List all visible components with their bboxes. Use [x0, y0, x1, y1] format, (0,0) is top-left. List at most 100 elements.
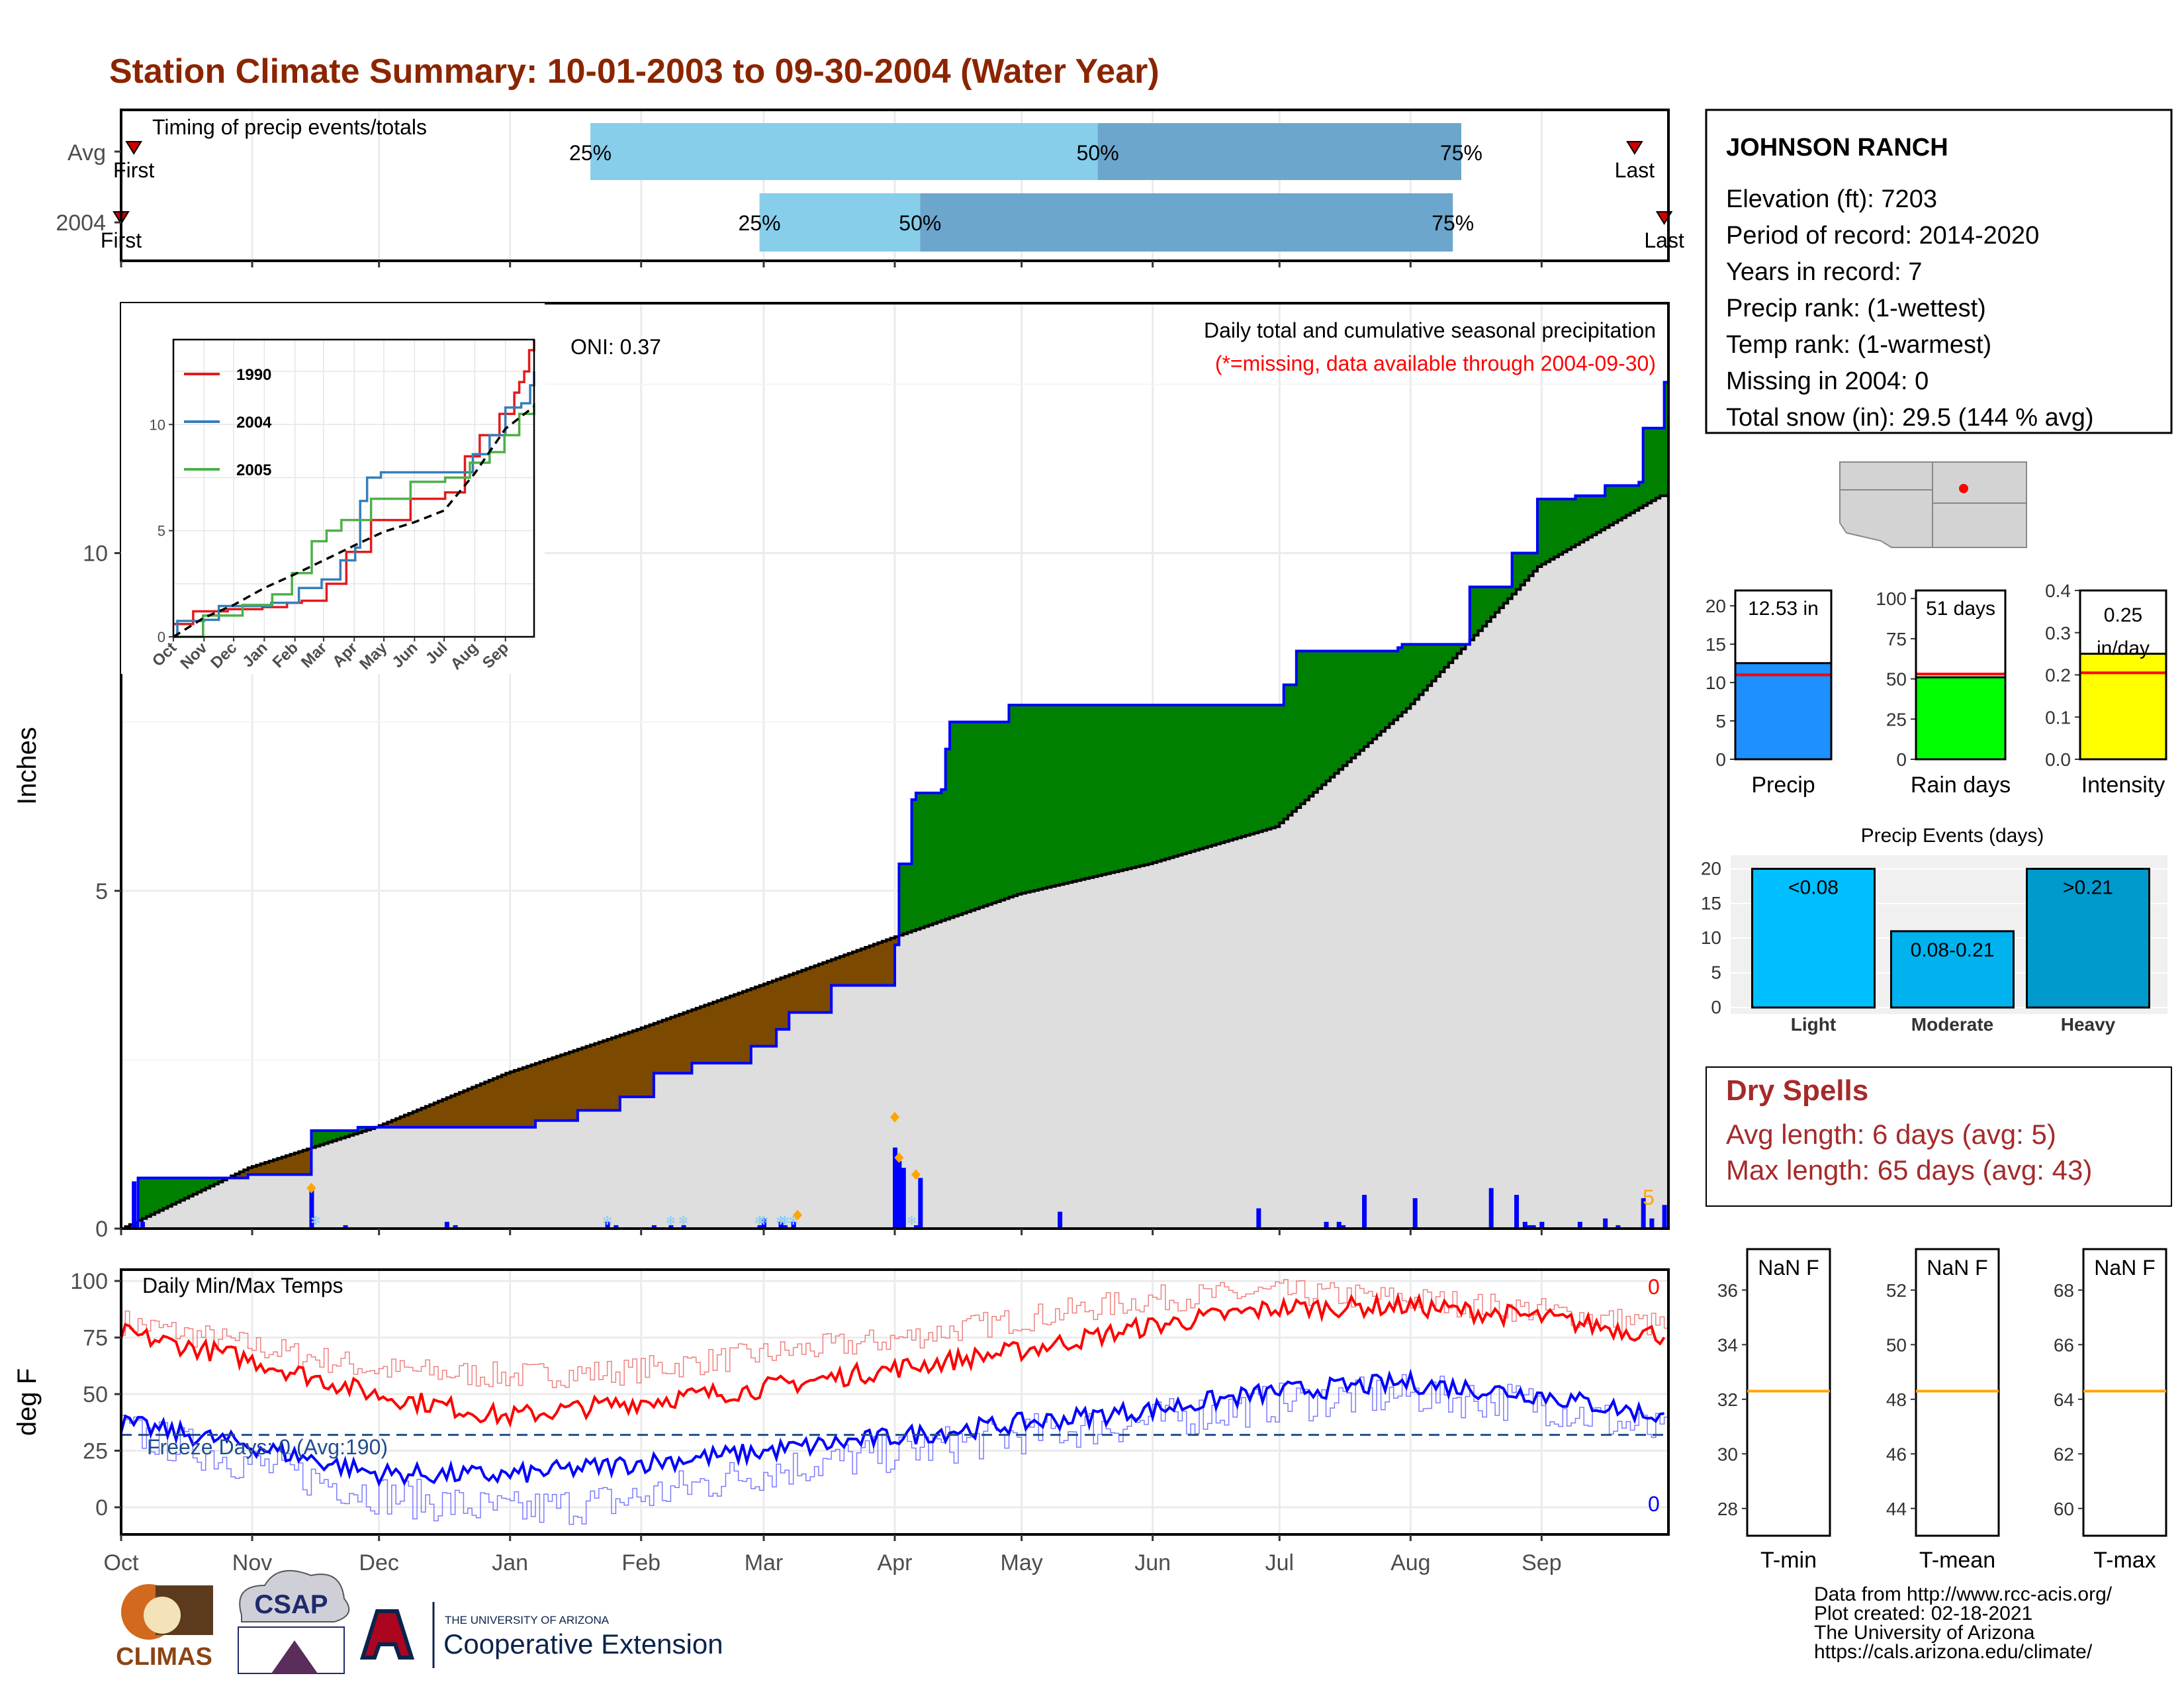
heavy-event-marker — [911, 1169, 921, 1180]
events-ytick-label: 10 — [1701, 927, 1721, 948]
events-title: Precip Events (days) — [1861, 825, 2044, 847]
temperature-gauges: 28 30 32 34 36 NaN F T-min 44 46 48 50 52 NaN F T-mea… — [1717, 1248, 2167, 1573]
dry-spells-max: Max length: 65 days (avg: 43) — [1726, 1154, 2092, 1186]
daily-precip-bar — [453, 1225, 458, 1229]
temp-gauge-value-label: NaN F — [1758, 1256, 1819, 1280]
dry-spells-avg: Avg length: 6 days (avg: 5) — [1726, 1119, 2056, 1150]
inset-ytick-label: 10 — [150, 416, 165, 433]
temp-gauge-tick-label: 44 — [1886, 1499, 1907, 1519]
temp-gauge-value-label: NaN F — [1927, 1256, 1987, 1280]
gauge-tick-label: 0 — [1896, 749, 1907, 770]
precip-ytick-label: 5 — [95, 879, 108, 904]
temp-ytick-label: 50 — [83, 1382, 108, 1407]
gauge-bar — [1915, 676, 2007, 761]
corner-number: 5 — [1643, 1186, 1655, 1209]
daily-precip-bar — [605, 1221, 610, 1229]
credit-line: https://cals.arizona.edu/climate/ — [1814, 1641, 2093, 1663]
events-category-label: Moderate — [1911, 1014, 1993, 1035]
month-tick-label: Jun — [1134, 1550, 1171, 1575]
month-tick-label: May — [1001, 1550, 1043, 1575]
gauge-tick-label: 0.4 — [2045, 581, 2071, 601]
snow-star-icon: ✻ — [780, 1214, 790, 1227]
month-tick-label: Apr — [878, 1550, 913, 1575]
csap-logo-text: CSAP — [254, 1590, 328, 1619]
snow-star-icon: ✻ — [776, 1214, 786, 1227]
daily-precip-bar — [757, 1225, 762, 1229]
gauge-tick-label: 75 — [1886, 629, 1907, 649]
timing-percentile-label: 25% — [739, 211, 781, 235]
month-tick-label: Jul — [1265, 1550, 1294, 1575]
temp-gauge-frame — [1915, 1248, 2000, 1537]
inset-legend-label: 1990 — [236, 366, 271, 384]
temp-panel: 0 25 50 75 100 Oct Nov Dec Jan Feb Mar Apr May Jun Ju… — [13, 1268, 1670, 1575]
heavy-event-marker — [793, 1209, 803, 1221]
daily-precip-bar — [1615, 1225, 1621, 1229]
events-bar-label: 0.08-0.21 — [1911, 939, 1995, 961]
credit-line: Data from http://www.rcc-acis.org/ — [1814, 1583, 2113, 1605]
temp-y-axis: 0 25 50 75 100 — [70, 1269, 121, 1521]
month-x-axis: Oct Nov Dec Jan Feb Mar Apr May Jun Jul Aug Sep — [104, 1534, 1562, 1575]
daily-precip-bar — [1531, 1225, 1536, 1229]
daily-precip-bar — [1058, 1211, 1063, 1229]
daily-precip-bar — [1527, 1225, 1532, 1229]
station-line: Missing in 2004: 0 — [1726, 367, 1929, 395]
daily-precip-bar — [651, 1225, 657, 1229]
precip-label-1: Daily total and cumulative seasonal prec… — [1204, 318, 1656, 342]
precip-events-panel: Precip Events (days) 05101520<0.08Light0… — [1701, 825, 2167, 1035]
station-location-dot — [1959, 484, 1968, 493]
snow-star-icon: ✻ — [907, 1214, 917, 1227]
events-ytick-label: 15 — [1701, 893, 1721, 914]
events-bars: 0 5 10 15 20 <0.08 Light 0.08-0.21 Moderate >0.21… — [1701, 855, 2167, 1035]
events-bar — [1751, 867, 1876, 1009]
station-line: Years in record: 7 — [1726, 258, 1922, 286]
cumulative-2004-line — [121, 381, 1668, 1229]
temp-ytick-label: 25 — [83, 1439, 108, 1464]
daily-precip-bar — [1362, 1194, 1367, 1229]
dry-spells-frame — [1706, 1066, 2172, 1207]
inset-series-avg — [173, 405, 535, 638]
gauge-value-label: 0.25 — [2104, 604, 2142, 626]
dry-spells-title: Dry Spells — [1726, 1074, 1868, 1107]
tmax-count: 0 — [1648, 1275, 1660, 1299]
temp-ytick-label: 100 — [70, 1269, 108, 1294]
temp-gauge-value-label: NaN F — [2094, 1256, 2155, 1280]
inset-background — [121, 303, 545, 674]
daily-precip-bar — [681, 1225, 686, 1229]
gauge-name: Intensity — [2081, 773, 2165, 798]
station-line: Temp rank: (1-warmest) — [1726, 331, 1991, 359]
timing-end-label: Last — [1644, 228, 1684, 252]
daily-precip-bar — [901, 1168, 906, 1229]
daily-precip-bar — [761, 1218, 766, 1229]
daily-precip-bar — [1662, 1205, 1667, 1229]
csap-logo-cloud — [239, 1570, 350, 1622]
heavy-event-marker — [890, 1111, 899, 1123]
snow-star-icon: ✻ — [666, 1214, 676, 1227]
temp-ytick-label: 0 — [95, 1495, 108, 1521]
timing-label: Timing of precip events/totals — [152, 115, 427, 139]
station-frame — [1705, 109, 2173, 434]
university-arizona-logo: THE UNIVERSITY OF ARIZONA Cooperative Ex… — [359, 1602, 723, 1668]
dry-spells-box: Dry Spells Avg length: 6 days (avg: 5) M… — [1706, 1066, 2172, 1207]
climas-logo-inner — [144, 1597, 181, 1634]
snow-star-icon: ✻ — [602, 1214, 612, 1227]
daily-precip-bar — [1603, 1218, 1608, 1229]
csap-logo: CSAP — [238, 1570, 350, 1674]
ua-big-text: Cooperative Extension — [443, 1628, 723, 1660]
station-line: Period of record: 2014-2020 — [1726, 222, 2039, 250]
station-line: Precip rank: (1-wettest) — [1726, 295, 1986, 322]
timing-percentile-label: 75% — [1432, 211, 1474, 235]
tmin-count: 0 — [1648, 1492, 1660, 1516]
events-bar-label: <0.08 — [1788, 876, 1839, 898]
inset-ytick-label: 0 — [158, 629, 165, 645]
events-ytick-label: 20 — [1701, 858, 1721, 878]
temp-gauge-tick-label: 48 — [1886, 1389, 1907, 1410]
precip-panel: ✻ ✻ ✻ ✻ ✻✻ ✻✻✻ ✻ 0 5 10 Inches Daily total and c… — [13, 302, 1670, 1242]
gauge-tick-label: 0.0 — [2045, 749, 2071, 770]
gauge-name: Precip — [1751, 773, 1815, 798]
daily-precip-bar — [1577, 1221, 1582, 1229]
daily-precip-bar — [1641, 1198, 1646, 1229]
station-line: Total snow (in): 29.5 (144 % avg) — [1726, 404, 2094, 432]
temp-gauge-tick-label: 28 — [1717, 1499, 1738, 1519]
